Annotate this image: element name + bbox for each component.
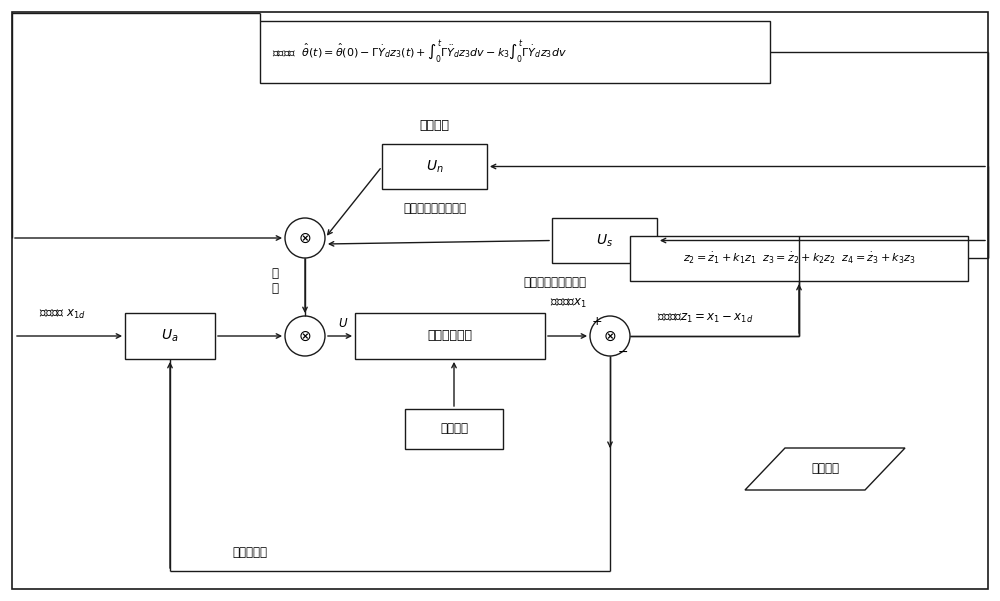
Text: 非线性积分鲁棒反馈: 非线性积分鲁棒反馈 [523, 276, 586, 290]
Text: $U$: $U$ [338, 317, 348, 331]
Text: −: − [618, 346, 628, 359]
Text: 基本假设: 基本假设 [440, 423, 468, 436]
Text: 非线性积分鲁棒反馈: 非线性积分鲁棒反馈 [403, 203, 466, 216]
Text: 输出位置$x_1$: 输出位置$x_1$ [550, 296, 587, 310]
Text: 性能描述: 性能描述 [811, 463, 839, 475]
Text: 参数估计  $\hat{\theta}(t)=\hat{\theta}(0)-\Gamma\dot{Y}_dz_3(t)+\int_0^t\Gamma\ddot: 参数估计 $\hat{\theta}(t)=\hat{\theta}(0)-\G… [272, 38, 567, 66]
Text: $U_n$: $U_n$ [426, 158, 443, 175]
Text: 干
扰: 干 扰 [272, 267, 278, 295]
Bar [260, 21, 770, 83]
Text: 电液伺服系统: 电液伺服系统 [428, 329, 473, 343]
Text: $z_2=\dot{z}_1+k_1z_1$  $z_3=\dot{z}_2+k_2z_2$  $z_4=\dot{z}_3+k_3z_3$: $z_2=\dot{z}_1+k_1z_1$ $z_3=\dot{z}_2+k_… [683, 251, 915, 266]
Bar [630, 236, 968, 281]
Bar [552, 218, 657, 263]
Bar [355, 313, 545, 359]
Text: 全状态反馈: 全状态反馈 [232, 546, 268, 560]
Text: $\otimes$: $\otimes$ [298, 329, 312, 344]
Text: $\otimes$: $\otimes$ [603, 329, 617, 344]
Text: 跟踪误差$z_1=x_1-x_{1d}$: 跟踪误差$z_1=x_1-x_{1d}$ [657, 311, 753, 325]
Bar [405, 409, 503, 449]
Polygon shape [745, 448, 905, 490]
Text: +: + [592, 316, 602, 329]
Text: 自适应律: 自适应律 [420, 120, 450, 132]
Text: 期望位置 $x_{1d}$: 期望位置 $x_{1d}$ [39, 308, 85, 320]
Bar [125, 313, 215, 359]
Text: $\otimes$: $\otimes$ [298, 231, 312, 245]
Bar [382, 144, 487, 189]
Text: $U_s$: $U_s$ [596, 233, 613, 249]
Text: $U_a$: $U_a$ [161, 328, 179, 344]
